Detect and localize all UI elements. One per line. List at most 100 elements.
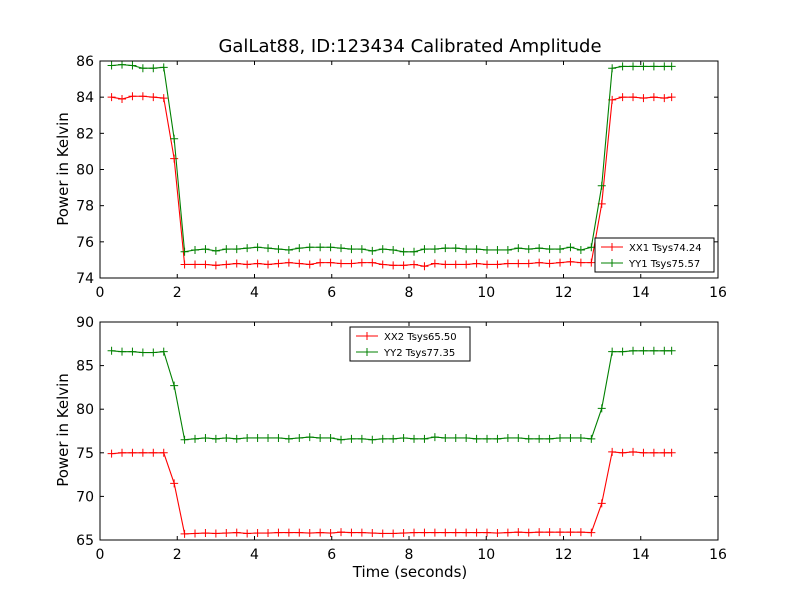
y-tick-label: 84 — [76, 90, 94, 106]
data-point-marker — [639, 94, 648, 103]
data-point-marker — [399, 529, 408, 538]
data-point-marker — [639, 62, 648, 71]
data-point-marker — [420, 262, 429, 271]
data-point-marker — [274, 433, 283, 442]
data-point-marker — [118, 448, 127, 457]
data-point-marker — [472, 245, 481, 254]
data-point-marker — [629, 93, 638, 102]
data-point-marker — [378, 245, 387, 254]
data-point-marker — [649, 346, 658, 355]
panel-bottom-chart: Power in Kelvin Time (seconds) 0 2 4 6 8 10 12… — [54, 315, 727, 581]
x-tick-label: 0 — [96, 547, 105, 563]
data-point-marker — [295, 528, 304, 537]
data-point-marker — [667, 448, 676, 457]
data-point-marker — [667, 93, 676, 102]
axes-frame: 0 2 4 6 8 10 12 14 16 65 70 75 80 85 90 — [76, 315, 727, 563]
data-point-marker — [462, 528, 471, 537]
data-point-marker — [149, 64, 158, 73]
data-point-marker — [284, 258, 293, 267]
data-point-marker — [191, 529, 200, 538]
data-point-marker — [138, 348, 147, 357]
data-point-marker — [222, 433, 231, 442]
data-point-marker — [420, 245, 429, 254]
data-point-marker — [274, 245, 283, 254]
data-point-marker — [118, 60, 127, 69]
y-tick-label: 70 — [76, 489, 94, 505]
data-point-marker — [483, 434, 492, 443]
legend-marker — [363, 332, 371, 340]
data-point-marker — [180, 260, 189, 269]
data-point-marker — [566, 433, 575, 442]
y-tick-label: 86 — [76, 54, 94, 70]
data-point-marker — [347, 259, 356, 268]
data-point-marker — [441, 244, 450, 253]
data-point-marker — [253, 433, 262, 442]
data-point-marker — [305, 529, 314, 538]
data-point-marker — [629, 447, 638, 456]
data-point-marker — [430, 528, 439, 537]
data-point-marker — [149, 348, 158, 357]
data-point-marker — [284, 245, 293, 254]
data-point-marker — [587, 258, 596, 267]
data-point-marker — [326, 529, 335, 538]
y-axis-label: Power in Kelvin — [54, 112, 72, 226]
data-point-marker — [274, 259, 283, 268]
data-point-marker — [493, 260, 502, 269]
data-point-marker — [629, 62, 638, 71]
data-point-marker — [514, 433, 523, 442]
data-point-marker — [128, 347, 137, 356]
data-point-marker — [232, 245, 241, 254]
legend-entry-label: YY1 Tsys75.57 — [628, 259, 700, 270]
data-point-marker — [274, 528, 283, 537]
data-point-marker — [138, 448, 147, 457]
x-tick-label: 12 — [555, 285, 573, 301]
data-point-marker — [556, 528, 565, 537]
data-point-marker — [284, 434, 293, 443]
data-point-marker — [232, 528, 241, 537]
data-point-marker — [649, 448, 658, 457]
data-point-marker — [253, 529, 262, 538]
data-point-marker — [576, 258, 585, 267]
data-point-marker — [462, 433, 471, 442]
data-point-marker — [378, 529, 387, 538]
legend-entry-label: YY2 Tsys77.35 — [383, 348, 455, 359]
data-point-marker — [211, 529, 220, 538]
data-point-marker — [660, 62, 669, 71]
data-point-marker — [545, 245, 554, 254]
data-point-marker — [326, 243, 335, 252]
data-point-marker — [629, 346, 638, 355]
data-point-marker — [368, 529, 377, 538]
data-point-marker — [243, 260, 252, 269]
data-point-marker — [337, 259, 346, 268]
data-point-marker — [608, 447, 617, 456]
x-tick-label: 14 — [632, 285, 650, 301]
data-point-marker — [191, 260, 200, 269]
data-point-marker — [222, 529, 231, 538]
data-point-marker — [566, 243, 575, 252]
data-point-marker — [107, 61, 116, 70]
data-point-marker — [368, 246, 377, 255]
x-axis-label: Time (seconds) — [352, 563, 468, 581]
data-point-marker — [576, 528, 585, 537]
data-point-marker — [483, 528, 492, 537]
data-point-marker — [347, 434, 356, 443]
data-point-marker — [264, 260, 273, 269]
data-point-marker — [337, 244, 346, 253]
data-point-marker — [399, 247, 408, 256]
data-point-marker — [483, 245, 492, 254]
x-tick-label: 16 — [709, 285, 727, 301]
y-tick-label: 78 — [76, 199, 94, 215]
data-point-marker — [514, 259, 523, 268]
y-tick-label: 80 — [76, 402, 94, 418]
data-point-marker — [618, 347, 627, 356]
data-point-marker — [128, 61, 137, 70]
y-tick-label: 74 — [76, 271, 94, 287]
data-point-marker — [107, 346, 116, 355]
x-tick-label: 4 — [250, 285, 259, 301]
data-point-marker — [566, 257, 575, 266]
y-tick-label: 82 — [76, 126, 94, 142]
data-point-marker — [503, 245, 512, 254]
data-point-marker — [138, 92, 147, 101]
legend-marker — [608, 243, 616, 251]
x-tick-label: 10 — [477, 547, 495, 563]
